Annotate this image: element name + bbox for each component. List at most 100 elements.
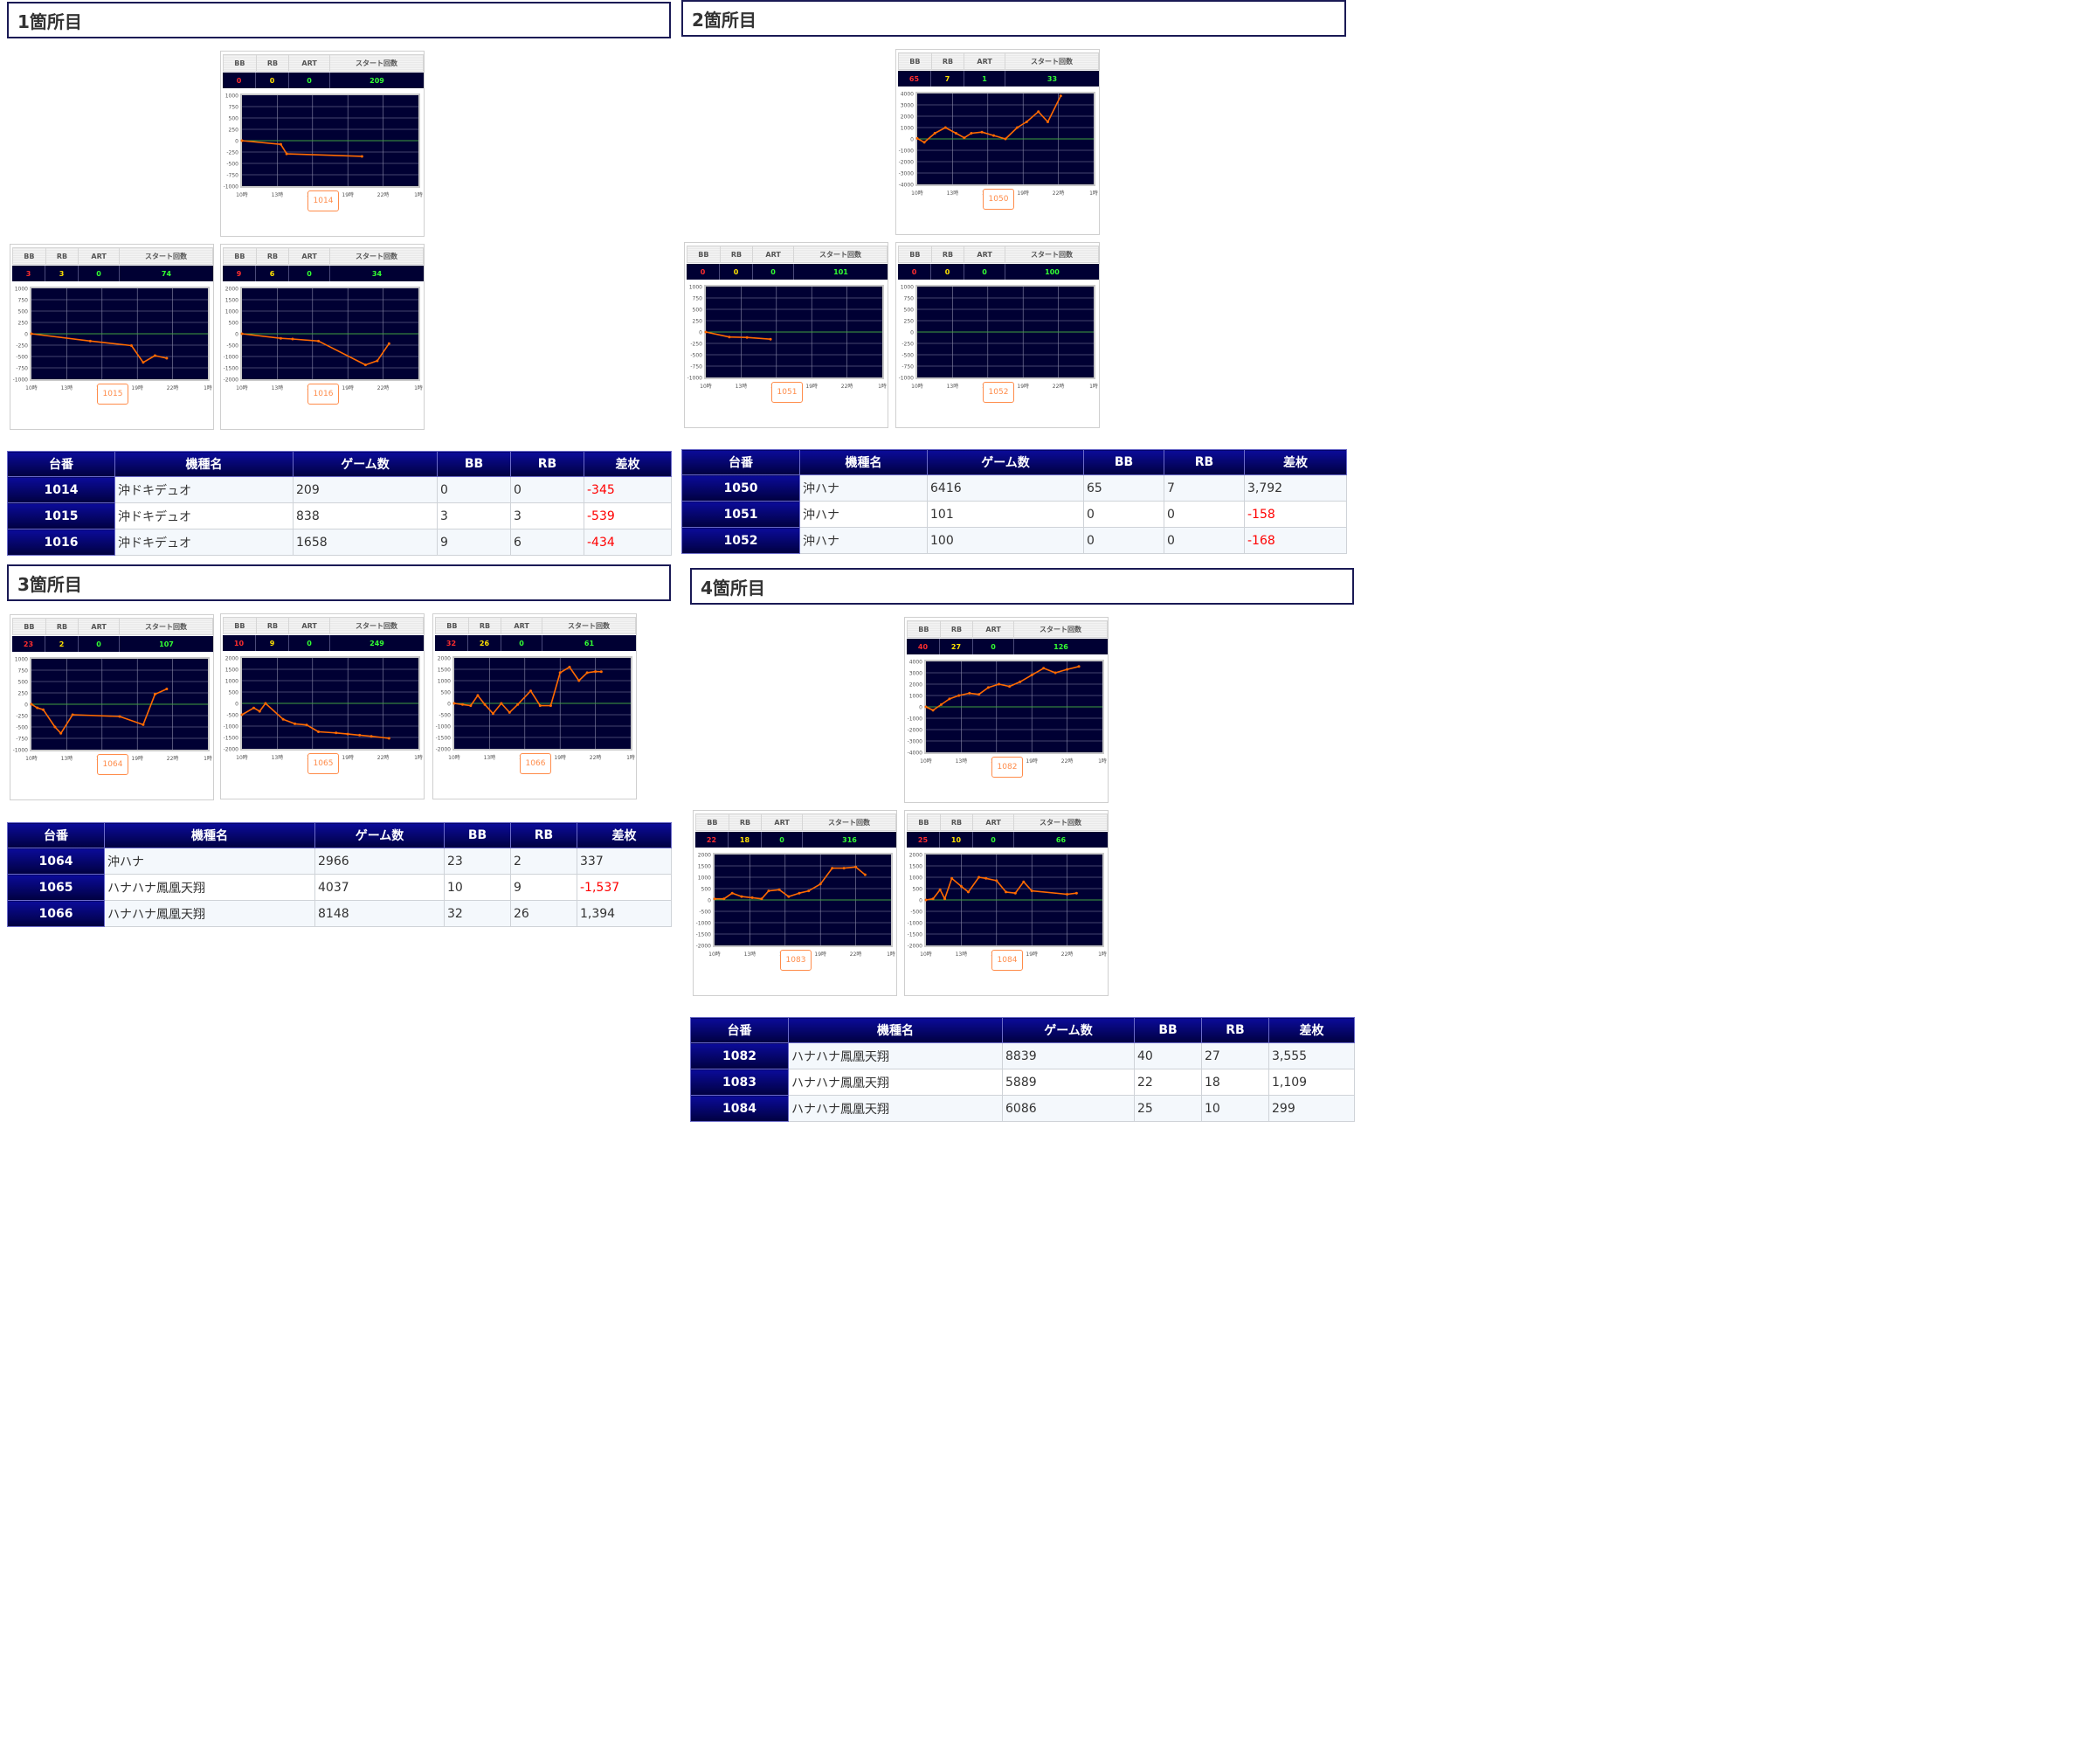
header-bb: BB — [899, 53, 932, 69]
machine-number-cell[interactable]: 1065 — [7, 874, 105, 901]
machine-number-button[interactable]: 1014 — [307, 190, 339, 211]
machine-number-cell[interactable]: 1050 — [681, 474, 800, 502]
machine-number-button[interactable]: 1064 — [97, 754, 128, 775]
machine-number-button[interactable]: 1051 — [771, 382, 803, 403]
data-point — [568, 665, 571, 668]
y-tick-label: -1000 — [13, 748, 29, 754]
y-tick-label: -750 — [16, 737, 28, 743]
data-point — [1019, 680, 1022, 683]
x-tick-label: 22時 — [377, 754, 390, 761]
data-point — [491, 712, 494, 716]
column-header: 機種名 — [799, 449, 928, 475]
y-tick-label: 0 — [447, 702, 451, 708]
y-tick-label: -250 — [690, 342, 702, 348]
data-point — [915, 136, 919, 140]
machine-number-cell[interactable]: 1082 — [690, 1042, 789, 1069]
y-tick-label: 500 — [229, 321, 239, 327]
machine-number-cell[interactable]: 1066 — [7, 900, 105, 927]
card-header: BB RB ART スタート回数 — [695, 813, 896, 831]
value-start: 249 — [370, 639, 384, 647]
y-tick-label: 0 — [24, 702, 28, 709]
header-start: スタート回数 — [144, 622, 187, 631]
x-tick-label: 19時 — [1026, 758, 1038, 765]
y-tick-label: 2000 — [909, 853, 922, 859]
machine-card-1016: BB RB ART スタート回数 9 6 0 34 2000 1500 1000 500 0 -500 -1… — [220, 244, 425, 430]
header-bb: BB — [908, 814, 941, 830]
data-point — [798, 891, 801, 895]
data-point — [153, 354, 156, 357]
value-start: 209 — [370, 76, 384, 85]
card-header: BB RB ART スタート回数 — [223, 54, 424, 72]
value-bb: 22 — [695, 832, 729, 848]
data-point — [41, 708, 45, 711]
y-tick-label: -500 — [439, 713, 451, 719]
value-art: 0 — [79, 266, 120, 281]
machine-number-cell[interactable]: 1015 — [7, 502, 115, 529]
y-tick-label: -3000 — [899, 171, 915, 177]
rb-count-cell: 9 — [510, 874, 577, 901]
value-bb: 65 — [898, 71, 931, 87]
machine-number-button[interactable]: 1052 — [983, 382, 1014, 403]
data-point — [1074, 891, 1078, 895]
data-point — [558, 671, 562, 675]
card-values: 32 26 0 61 — [435, 635, 636, 651]
coin-diff-cell: 299 — [1268, 1095, 1355, 1122]
machine-number-button[interactable]: 1083 — [780, 950, 812, 971]
machine-number-button[interactable]: 1066 — [520, 753, 551, 774]
machine-card-1015: BB RB ART スタート回数 3 3 0 74 1000 750 500 250 0 -250 -500… — [10, 244, 214, 430]
x-tick-label: 10時 — [911, 383, 923, 390]
x-tick-label: 13時 — [736, 383, 748, 390]
column-header: 機種名 — [114, 451, 294, 477]
machine-number-cell[interactable]: 1052 — [681, 527, 800, 554]
y-tick-label: -1500 — [436, 736, 452, 742]
table-row: 1016 沖ドキデュオ 1658 9 6 -434 — [7, 529, 672, 556]
data-point — [933, 132, 936, 135]
y-tick-label: 0 — [919, 705, 922, 711]
game-count-cell: 1658 — [293, 529, 438, 556]
data-point — [1077, 665, 1081, 668]
y-tick-label: 1000 — [698, 875, 711, 882]
machine-number-button[interactable]: 1065 — [307, 753, 339, 774]
y-tick-label: 1500 — [698, 864, 711, 870]
machine-number-button[interactable]: 1084 — [991, 950, 1023, 971]
machine-number-cell[interactable]: 1051 — [681, 501, 800, 528]
data-point — [360, 155, 363, 158]
y-tick-label: 750 — [229, 105, 239, 111]
machine-card-1052: BB RB ART スタート回数 0 0 0 100 1000 750 500 250 0 -250 -50… — [895, 242, 1100, 428]
rb-count-cell: 0 — [1164, 501, 1245, 528]
machine-number-button[interactable]: 1016 — [307, 384, 339, 405]
data-point — [258, 709, 261, 713]
data-point — [30, 332, 33, 336]
machine-number-button[interactable]: 1082 — [991, 757, 1023, 778]
table-row: 1084 ハナハナ鳳凰天翔 6086 25 10 299 — [690, 1095, 1355, 1122]
machine-number-cell[interactable]: 1084 — [690, 1095, 789, 1122]
column-header: BB — [1134, 1017, 1202, 1043]
value-art: 0 — [753, 264, 794, 280]
data-point — [240, 713, 244, 716]
machine-number-button[interactable]: 1050 — [983, 189, 1014, 210]
slump-graph: 10007505002500-250-500-750-100010時13時16時… — [13, 657, 212, 763]
header-rb: RB — [46, 248, 79, 264]
machine-number-cell[interactable]: 1083 — [690, 1069, 789, 1096]
x-tick-label: 1時 — [204, 755, 212, 762]
data-point — [1013, 891, 1017, 895]
y-tick-label: -1000 — [899, 376, 915, 382]
machine-number-cell[interactable]: 1016 — [7, 529, 115, 556]
model-name-cell: ハナハナ鳳凰天翔 — [788, 1042, 1003, 1069]
machine-number-cell[interactable]: 1064 — [7, 848, 105, 875]
y-tick-label: 2000 — [438, 656, 451, 662]
y-tick-label: -250 — [16, 714, 28, 720]
value-art: 0 — [762, 832, 803, 848]
data-point — [291, 337, 294, 341]
value-art: 0 — [289, 635, 330, 651]
machine-number-button[interactable]: 1015 — [97, 384, 128, 405]
table-row: 1082 ハナハナ鳳凰天翔 8839 40 27 3,555 — [690, 1042, 1355, 1069]
x-tick-label: 1時 — [414, 754, 423, 761]
x-tick-label: 19時 — [805, 383, 818, 390]
column-header: RB — [1164, 449, 1245, 475]
table-row: 1083 ハナハナ鳳凰天翔 5889 22 18 1,109 — [690, 1069, 1355, 1096]
rb-count-cell: 10 — [1201, 1095, 1269, 1122]
value-rb: 9 — [256, 635, 289, 651]
machine-number-cell[interactable]: 1014 — [7, 476, 115, 503]
